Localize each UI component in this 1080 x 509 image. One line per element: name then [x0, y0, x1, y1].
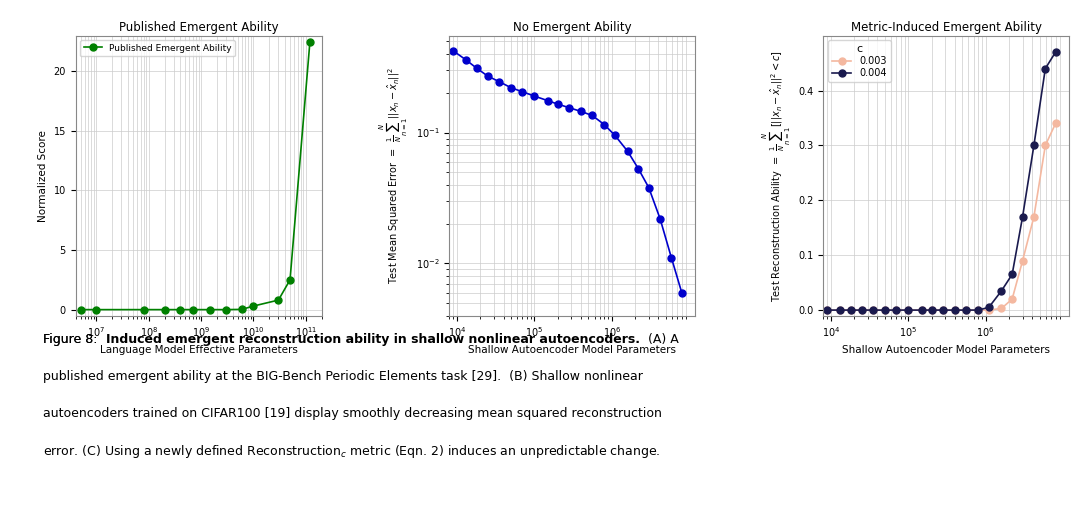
Published Emergent Ability: [247, 303, 260, 309]
0.003: [833, 307, 846, 313]
Text: error. (C) Using a newly defined Reconstruction$_c$ metric (Eqn. 2) induces an u: error. (C) Using a newly defined Reconst…: [43, 443, 661, 460]
Published Emergent Ability: [219, 306, 232, 313]
0.004: [890, 307, 903, 313]
Published Emergent Ability: [284, 277, 297, 283]
Y-axis label: Test Reconstruction Ability  =  $\frac{1}{N}\sum_{n=1}^{N}[||x_n - \hat{x}_n||^2: Test Reconstruction Ability = $\frac{1}{…: [759, 50, 793, 301]
Published Emergent Ability: [204, 306, 217, 313]
0.004: [972, 307, 985, 313]
X-axis label: Shallow Autoencoder Model Parameters: Shallow Autoencoder Model Parameters: [469, 345, 676, 355]
0.003: [972, 307, 985, 313]
0.004: [821, 307, 834, 313]
0.003: [845, 307, 858, 313]
Published Emergent Ability: [137, 306, 150, 313]
Text: Induced emergent reconstruction ability in shallow nonlinear autoencoders.: Induced emergent reconstruction ability …: [106, 333, 639, 347]
0.003: [1016, 258, 1029, 264]
0.003: [948, 307, 961, 313]
Title: Metric-Induced Emergent Ability: Metric-Induced Emergent Ability: [851, 21, 1042, 35]
0.004: [833, 307, 846, 313]
0.004: [1027, 143, 1040, 149]
0.004: [845, 307, 858, 313]
0.004: [1016, 214, 1029, 220]
0.004: [995, 288, 1008, 294]
0.004: [855, 307, 868, 313]
0.003: [1049, 121, 1062, 127]
Published Emergent Ability: [174, 306, 187, 313]
Y-axis label: Test Mean Squared Error  =  $\frac{1}{N}\sum_{n=1}^{N}||x_n - \hat{x}_n||^2$: Test Mean Squared Error = $\frac{1}{N}\s…: [378, 67, 410, 284]
Line: Published Emergent Ability: Published Emergent Ability: [77, 38, 313, 313]
0.003: [995, 305, 1008, 312]
0.003: [1027, 214, 1040, 220]
Line: 0.004: 0.004: [824, 49, 1059, 314]
0.004: [866, 307, 879, 313]
Published Emergent Ability: [303, 39, 316, 45]
Text: Figure 8:: Figure 8:: [43, 333, 106, 347]
0.004: [983, 304, 996, 310]
0.003: [1005, 296, 1018, 302]
Legend: 0.003, 0.004: 0.003, 0.004: [828, 41, 891, 82]
Text: Figure 8:: Figure 8:: [43, 333, 106, 347]
0.003: [890, 307, 903, 313]
0.003: [936, 307, 949, 313]
0.004: [1039, 66, 1052, 72]
0.003: [983, 307, 996, 313]
Title: No Emergent Ability: No Emergent Ability: [513, 21, 632, 35]
0.004: [936, 307, 949, 313]
Title: Published Emergent Ability: Published Emergent Ability: [119, 21, 279, 35]
Text: published emergent ability at the BIG-Bench Periodic Elements task [29].  (B) Sh: published emergent ability at the BIG-Be…: [43, 370, 643, 383]
Published Emergent Ability: [75, 306, 87, 313]
Published Emergent Ability: [90, 306, 103, 313]
0.004: [926, 307, 939, 313]
0.003: [926, 307, 939, 313]
0.003: [866, 307, 879, 313]
X-axis label: Shallow Autoencoder Model Parameters: Shallow Autoencoder Model Parameters: [842, 345, 1050, 355]
Text: (A) A: (A) A: [639, 333, 678, 347]
Legend: Published Emergent Ability: Published Emergent Ability: [80, 40, 235, 56]
Published Emergent Ability: [187, 306, 200, 313]
0.003: [902, 307, 915, 313]
X-axis label: Language Model Effective Parameters: Language Model Effective Parameters: [99, 345, 297, 355]
0.003: [916, 307, 929, 313]
0.004: [948, 307, 961, 313]
0.003: [878, 307, 891, 313]
0.004: [960, 307, 973, 313]
0.003: [960, 307, 973, 313]
0.004: [916, 307, 929, 313]
Line: 0.003: 0.003: [824, 120, 1059, 314]
Y-axis label: Normalized Score: Normalized Score: [38, 130, 48, 221]
0.004: [902, 307, 915, 313]
0.004: [1049, 49, 1062, 55]
Published Emergent Ability: [158, 306, 171, 313]
Published Emergent Ability: [235, 306, 248, 313]
Published Emergent Ability: [272, 297, 285, 303]
0.003: [855, 307, 868, 313]
0.003: [1039, 143, 1052, 149]
Text: autoencoders trained on CIFAR100 [19] display smoothly decreasing mean squared r: autoencoders trained on CIFAR100 [19] di…: [43, 407, 662, 420]
0.003: [821, 307, 834, 313]
0.004: [878, 307, 891, 313]
0.004: [1005, 271, 1018, 277]
